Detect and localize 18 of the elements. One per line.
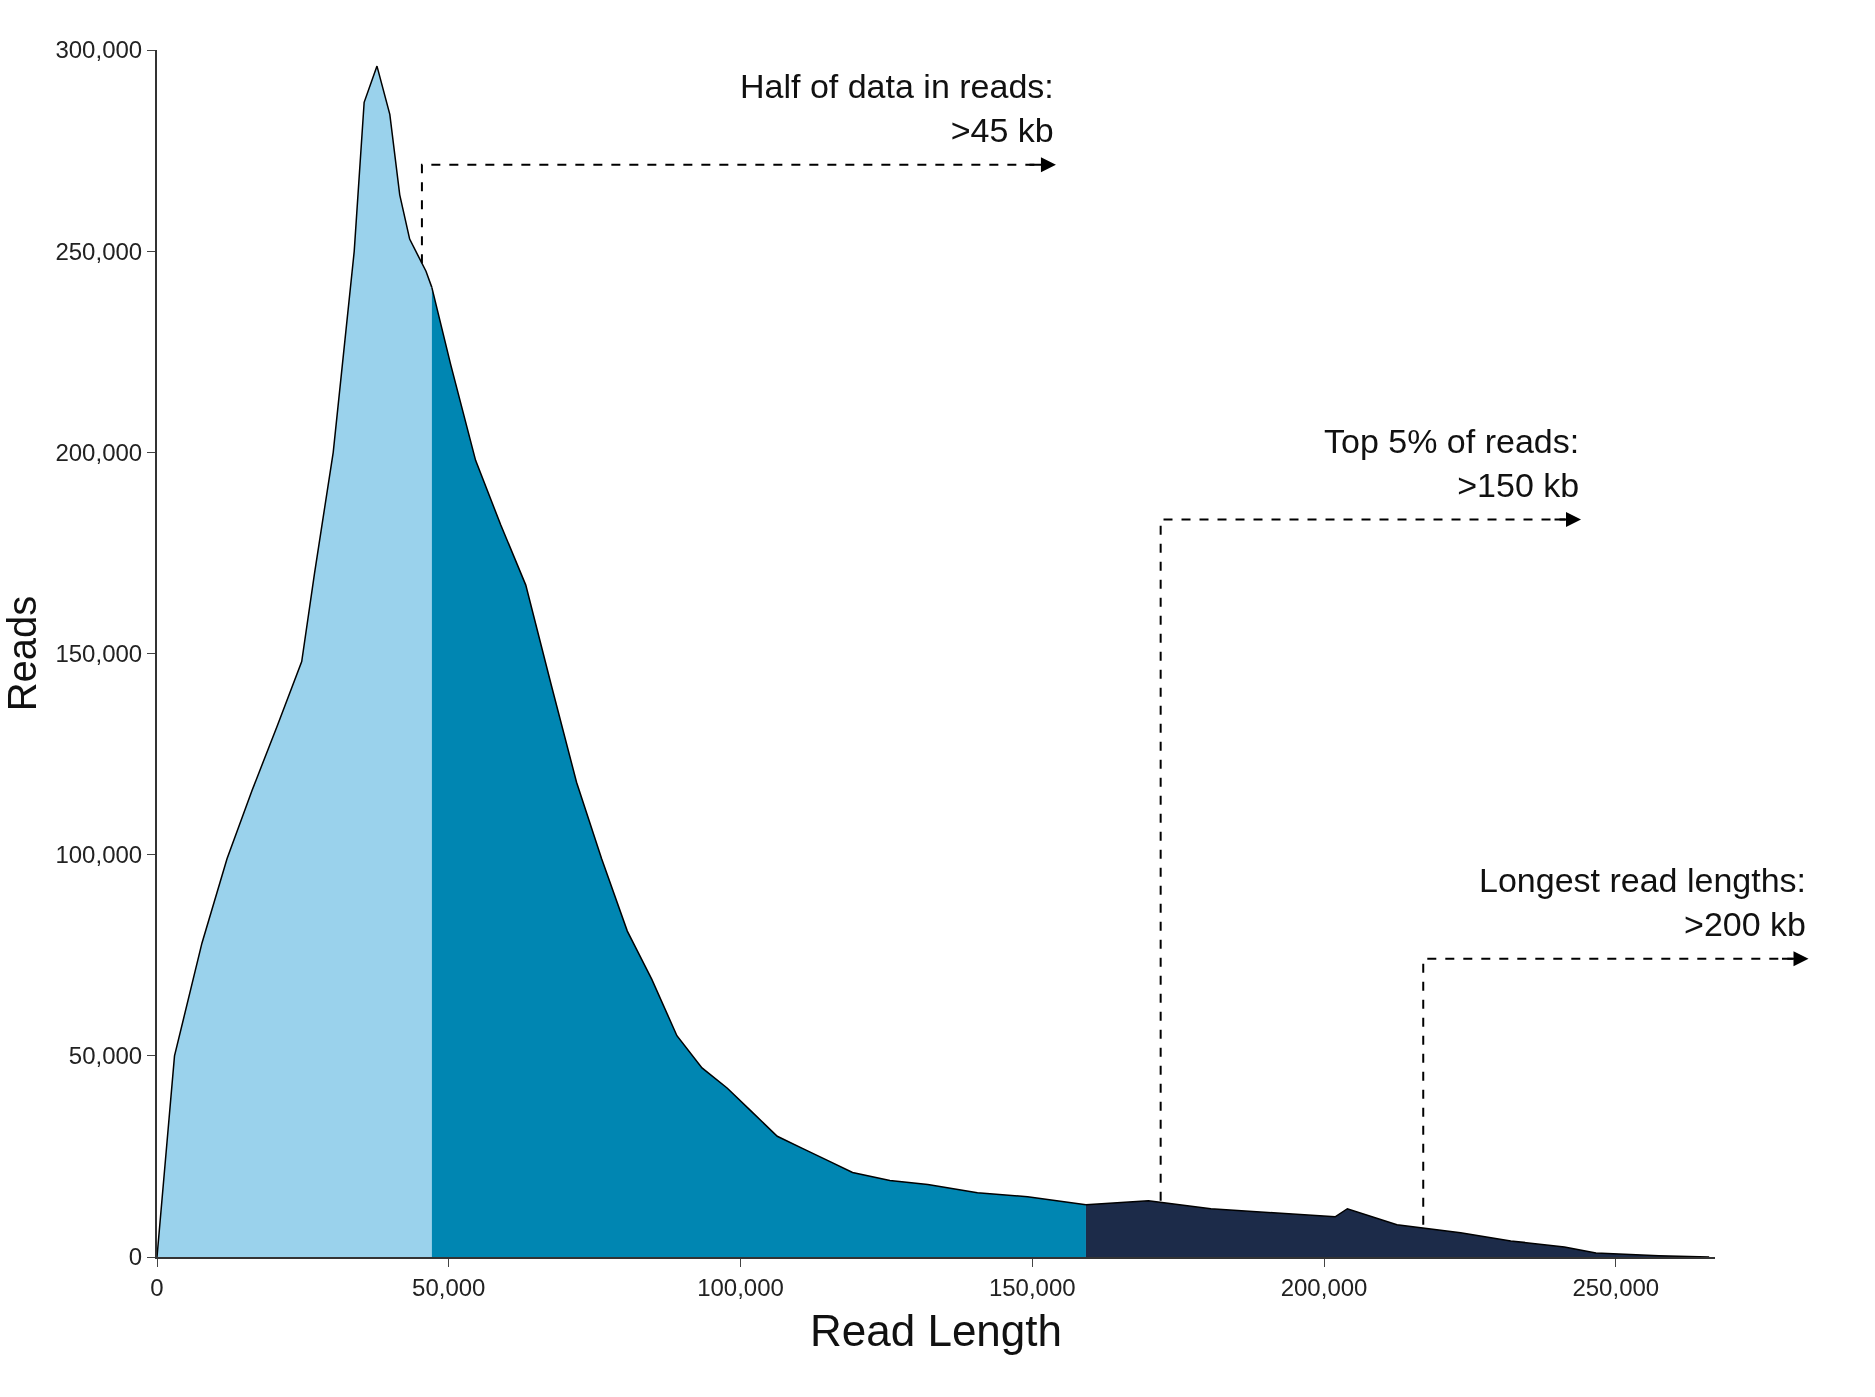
x-tick-label: 0 [150, 1273, 164, 1301]
x-tick-label: 250,000 [1572, 1273, 1660, 1301]
y-tick-label: 150,000 [55, 639, 143, 667]
y-tick-label: 300,000 [55, 36, 143, 64]
x-tick-label: 50,000 [412, 1273, 486, 1301]
x-tick-label: 150,000 [988, 1273, 1076, 1301]
y-tick-label: 50,000 [68, 1042, 143, 1070]
y-tick-label: 100,000 [55, 841, 143, 869]
x-axis-title: Read Length [810, 1305, 1062, 1355]
annotation: Longest read lengths: >200 kb [1479, 861, 1807, 944]
y-axis-title: Reads [0, 595, 44, 712]
annotation: Top 5% of reads: >150 kb [1324, 422, 1580, 505]
y-tick-label: 250,000 [55, 237, 143, 265]
annotation: Half of data in reads: >45 kb [740, 67, 1054, 150]
y-tick-label: 200,000 [55, 438, 143, 466]
x-tick-label: 100,000 [697, 1273, 784, 1301]
x-tick-label: 200,000 [1280, 1273, 1368, 1301]
y-tick-label: 0 [128, 1243, 143, 1271]
